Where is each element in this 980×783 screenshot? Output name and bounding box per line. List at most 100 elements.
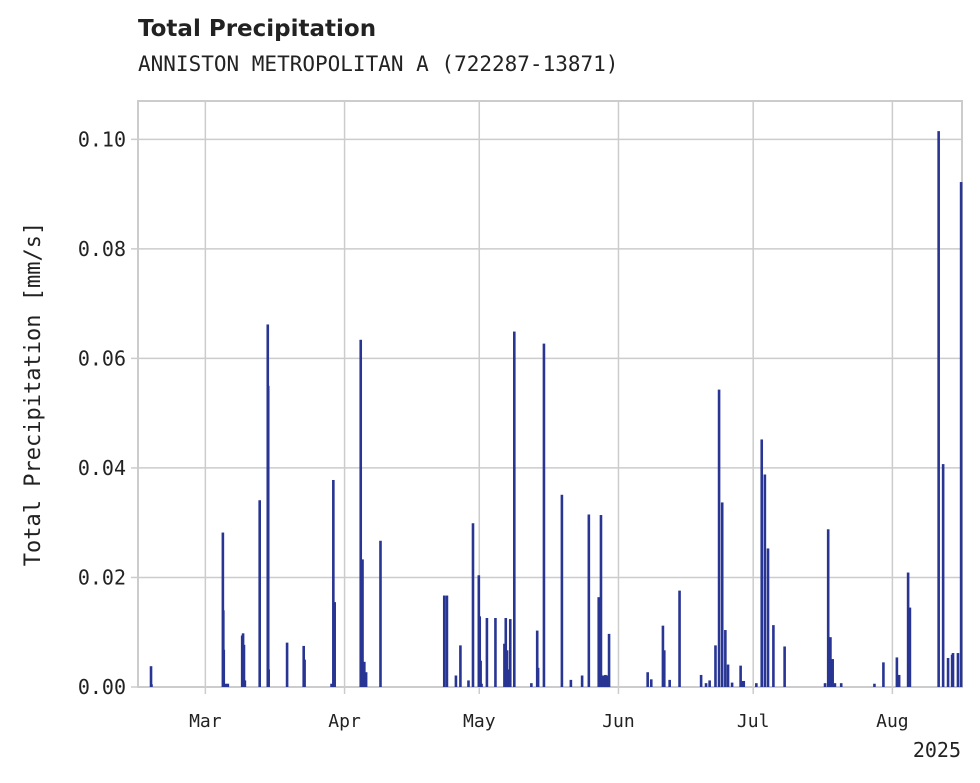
precipitation-bar <box>333 602 336 687</box>
precipitation-bar <box>956 653 960 687</box>
precipitation-bar <box>766 548 770 687</box>
precipitation-bar <box>831 659 834 687</box>
precipitation-bar <box>222 649 226 687</box>
precipitation-bar <box>755 683 758 687</box>
precipitation-bar <box>823 683 827 687</box>
y-tick-label: 0.08 <box>78 237 126 261</box>
precipitation-bar <box>478 616 482 687</box>
y-tick-label: 0.04 <box>78 456 126 480</box>
precipitation-bar <box>258 500 261 687</box>
precipitation-bar <box>668 679 671 687</box>
precipitation-bar <box>662 650 666 687</box>
precipitation-bar <box>882 662 885 687</box>
x-axis-ticks: Mar Apr May Jun Jul Aug <box>189 687 909 732</box>
chart-subtitle: ANNISTON METROPOLITAN A (722287-13871) <box>138 52 619 76</box>
precipitation-bar <box>829 637 832 687</box>
precipitation-bar <box>221 532 225 687</box>
precipitation-bar <box>946 657 950 687</box>
precipitation-bar <box>599 515 603 687</box>
precipitation-bar <box>494 617 497 687</box>
precipitation-bar <box>504 617 508 687</box>
precipitation-bar <box>150 684 153 687</box>
precipitation-bar <box>839 683 843 687</box>
precipitation-bar <box>959 182 963 687</box>
precipitation-bar <box>508 619 512 687</box>
precipitation-bar <box>826 529 830 687</box>
precipitation-bar <box>739 665 742 687</box>
precipitation-bar <box>726 664 730 687</box>
precipitation-bar <box>332 479 335 687</box>
precipitation-bar <box>445 595 449 687</box>
precipitation-bar <box>678 590 681 687</box>
precipitation-bar <box>873 683 876 687</box>
precipitation-bar <box>597 597 601 687</box>
y-tick-label: 0.00 <box>78 675 126 699</box>
precipitation-bar <box>897 674 901 687</box>
precipitation-bar <box>513 331 516 687</box>
precipitation-bar <box>649 679 653 687</box>
precipitation-bar <box>242 644 246 687</box>
precipitation-bar <box>937 131 940 688</box>
x-tick-label: Jun <box>602 711 635 732</box>
precipitation-bar <box>783 646 786 687</box>
precipitation-bar <box>379 540 382 687</box>
precipitation-bar <box>951 653 955 687</box>
precipitation-bar <box>580 675 584 687</box>
precipitation-bar <box>149 666 153 687</box>
precipitation-bar <box>330 683 333 687</box>
precipitation-bar <box>605 675 609 687</box>
precipitation-bar <box>742 680 746 687</box>
x-tick-label: Apr <box>328 711 361 732</box>
precipitation-bar <box>507 669 510 687</box>
y-tick-label: 0.02 <box>78 565 126 589</box>
precipitation-bar <box>364 672 368 687</box>
precipitation-bar <box>542 343 546 687</box>
precipitation-bar <box>467 680 470 687</box>
precipitation-bar <box>941 464 945 687</box>
precipitation-bar <box>243 680 247 687</box>
plot-area <box>137 100 963 688</box>
precipitation-bar <box>708 680 711 687</box>
precipitation-bar <box>724 630 727 687</box>
precipitation-bar <box>222 610 225 687</box>
bar-series <box>149 131 963 688</box>
precipitation-bar <box>359 339 363 687</box>
precipitation-bar <box>587 514 591 687</box>
y-tick-label: 0.06 <box>78 346 126 370</box>
precipitation-bar <box>760 439 764 687</box>
precipitation-bar <box>505 650 509 687</box>
precipitation-bar <box>704 683 708 687</box>
precipitation-bar <box>772 625 775 687</box>
precipitation-bar <box>895 657 899 687</box>
precipitation-bar <box>454 675 458 687</box>
precipitation-bar <box>536 667 540 687</box>
precipitation-bar <box>535 630 539 687</box>
precipitation-bar <box>285 642 289 687</box>
precipitation-bar <box>714 645 717 687</box>
precipitation-bar <box>730 682 734 687</box>
precipitation-bar <box>560 494 564 687</box>
precipitation-bar <box>363 661 366 687</box>
precipitation-bar <box>226 683 230 687</box>
precipitation-bar <box>303 659 306 687</box>
precipitation-bar <box>607 633 611 687</box>
precipitation-bar <box>459 645 462 687</box>
y-axis-label: Total Precipitation [mm/s] <box>21 222 46 566</box>
precipitation-bar <box>361 559 364 687</box>
precipitation-bar <box>442 595 446 687</box>
precipitation-bar <box>604 674 607 687</box>
precipitation-bar <box>503 643 506 687</box>
chart-title: Total Precipitation <box>138 16 377 42</box>
x-axis-year-label: 2025 <box>913 738 961 762</box>
precipitation-bar <box>471 523 475 687</box>
precipitation-bar <box>601 675 605 687</box>
precipitation-bar <box>763 474 767 687</box>
y-tick-label: 0.10 <box>78 127 126 151</box>
precipitation-bar <box>699 674 703 687</box>
precipitation-bar <box>720 502 724 687</box>
precipitation-bar <box>908 607 912 687</box>
y-axis-ticks: 0.00 0.02 0.04 0.06 0.08 0.10 <box>78 127 138 699</box>
precipitation-bar <box>266 385 270 687</box>
precipitation-bar <box>569 679 573 687</box>
